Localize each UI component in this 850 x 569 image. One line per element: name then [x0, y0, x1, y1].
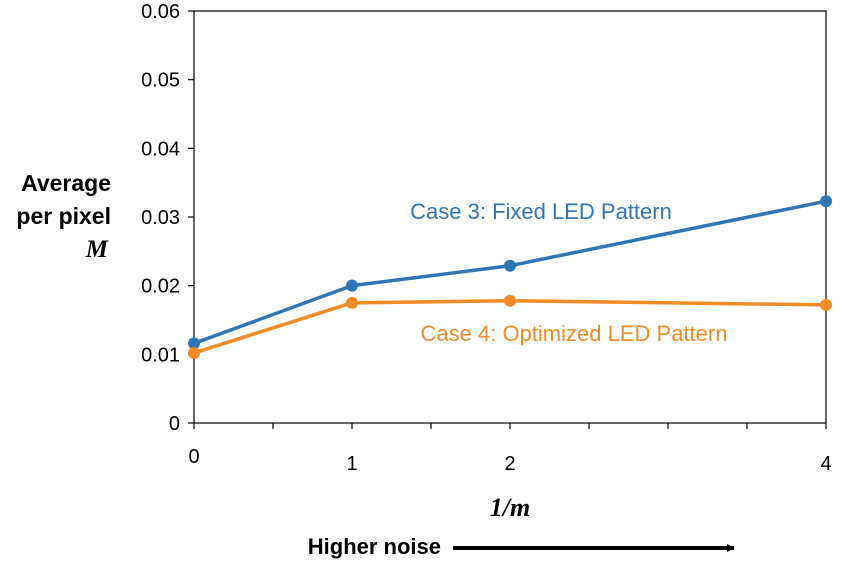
x-tick-label: 2: [504, 453, 515, 475]
y-tick-label: 0: [169, 413, 180, 435]
series-1-point: [188, 337, 200, 350]
x-tick-label: 1: [346, 453, 357, 475]
x-tick-label: 0: [188, 446, 199, 468]
y-tick-label: 0.01: [141, 344, 180, 366]
y-axis-label-symbol: M: [85, 236, 109, 263]
y-axis-label-line1: Average: [21, 170, 111, 196]
y-axis-label-line2: per pixel: [16, 203, 111, 229]
y-tick-label: 0.06: [141, 1, 180, 23]
series-2-point: [346, 296, 358, 309]
series-line-2: [193, 299, 827, 355]
y-axis-tick-labels: 0 0.01 0.02 0.03 0.04 0.05 0.06: [141, 1, 180, 435]
series-label-case3: Case 3: Fixed LED Pattern: [410, 199, 672, 224]
series-1-point: [820, 195, 832, 208]
x-axis-tick-labels: 0 1 2 4: [188, 446, 831, 475]
x-axis-label: 1/m: [490, 493, 530, 522]
series-2-point: [820, 298, 832, 311]
y-tick-label: 0.02: [141, 276, 180, 298]
series-line-1: [193, 199, 827, 345]
series-layer: [188, 195, 832, 359]
series-2-point: [188, 346, 200, 359]
x-tick-label: 4: [820, 453, 831, 475]
noise-direction-label: Higher noise: [308, 534, 441, 559]
y-axis-ticks: [188, 10, 194, 424]
series-1-point: [504, 259, 516, 272]
y-tick-label: 0.03: [141, 207, 180, 229]
y-tick-label: 0.04: [141, 138, 180, 160]
series-2-point: [504, 294, 516, 307]
series-1-point: [346, 279, 358, 292]
y-tick-label: 0.05: [141, 70, 180, 92]
series-label-case4: Case 4: Optimized LED Pattern: [421, 321, 728, 346]
x-axis-ticks: [193, 423, 827, 429]
